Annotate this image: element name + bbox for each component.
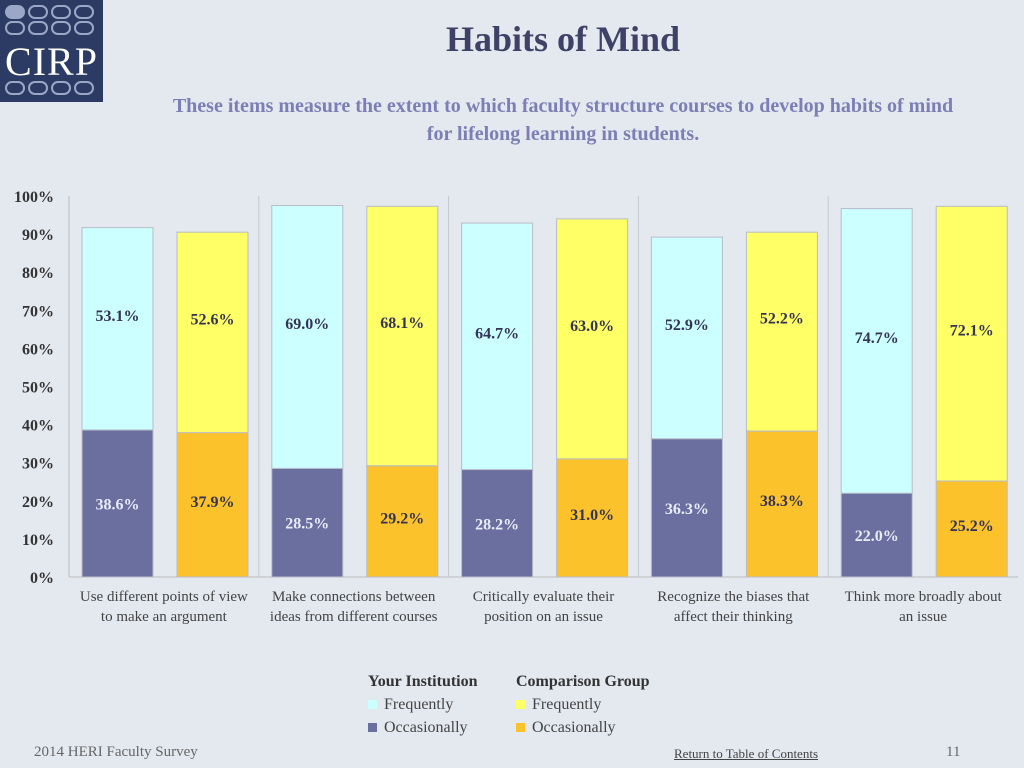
data-label-institution-frequently: 64.7% <box>475 325 519 342</box>
data-label-comparison-occasionally: 38.3% <box>760 493 804 510</box>
swatch-inst-occasionally <box>368 723 377 732</box>
data-label-institution-occasionally: 28.2% <box>475 516 519 533</box>
subtitle-line-2: for lifelong learning in students. <box>426 123 700 145</box>
y-tick-label: 30% <box>22 456 54 473</box>
data-label-comparison-frequently: 52.2% <box>760 311 804 328</box>
legend-label: Frequently <box>384 696 454 713</box>
return-to-toc-link[interactable]: Return to Table of Contents <box>674 746 818 761</box>
page-subtitle: These items measure the extent to which … <box>110 92 1016 148</box>
data-label-institution-occasionally: 36.3% <box>665 501 709 518</box>
data-label-comparison-occasionally: 37.9% <box>191 494 235 511</box>
y-tick-label: 40% <box>22 418 54 435</box>
legend-comparison-group: Comparison Group Frequently Occasionally <box>516 670 650 739</box>
bar-institution-occasionally <box>271 467 344 578</box>
bar-comparison-frequently <box>176 231 249 434</box>
data-label-comparison-frequently: 52.6% <box>191 311 235 328</box>
category-label: Think more broadly about <box>845 589 1003 605</box>
bar-institution-frequently <box>840 208 913 494</box>
legend-title-institution: Your Institution <box>368 673 478 690</box>
page-number: 11 <box>946 744 961 760</box>
stacked-bar-chart: 0% 10% 20% 30% 40% 50% 60% 70% 80% 90% 100% 38.6% 53… <box>14 189 1018 625</box>
y-tick-label: 70% <box>22 303 54 320</box>
y-tick-label: 60% <box>22 341 54 358</box>
data-label-institution-frequently: 69.0% <box>285 316 329 333</box>
category-label: affect their thinking <box>674 609 793 625</box>
bar-comparison-frequently <box>366 205 439 467</box>
swatch-comp-frequently <box>516 700 525 709</box>
bar-comparison-occasionally <box>366 465 439 578</box>
y-tick-label: 100% <box>14 189 54 206</box>
category-label: Critically evaluate their <box>473 589 615 605</box>
bar-institution-occasionally <box>840 492 913 578</box>
data-label-comparison-occasionally: 31.0% <box>570 507 614 524</box>
bar-comparison-frequently <box>745 231 818 432</box>
page-title: Habits of Mind <box>445 19 681 59</box>
logo-pattern <box>5 5 94 95</box>
legend-label: Occasionally <box>532 719 616 736</box>
y-tick-label: 10% <box>22 532 54 549</box>
legend-label: Occasionally <box>384 719 468 736</box>
legend-your-institution: Your Institution Frequently Occasionally <box>368 670 478 739</box>
swatch-comp-occasionally <box>516 723 525 732</box>
bar-institution-frequently <box>461 222 534 471</box>
bar-institution-frequently <box>271 205 344 469</box>
bar-comparison-occasionally <box>935 480 1008 578</box>
bar-comparison-occasionally <box>745 430 818 578</box>
y-tick-label: 80% <box>22 265 54 282</box>
bar-comparison-frequently <box>556 218 629 460</box>
legend-item-comp-frequently: Frequently <box>516 693 650 716</box>
category-label: Make connections between <box>272 589 436 605</box>
cirp-logo: CIRP <box>0 0 103 102</box>
data-label-institution-frequently: 74.7% <box>855 330 899 347</box>
bar-institution-occasionally <box>650 438 723 578</box>
data-label-comparison-occasionally: 25.2% <box>950 518 994 535</box>
y-tick-label: 0% <box>30 570 54 587</box>
swatch-inst-frequently <box>368 700 377 709</box>
legend-item-comp-occasionally: Occasionally <box>516 716 650 739</box>
bar-comparison-occasionally <box>176 432 249 578</box>
data-label-institution-occasionally: 28.5% <box>285 516 329 533</box>
data-label-comparison-frequently: 68.1% <box>380 315 424 332</box>
subtitle-line-1: These items measure the extent to which … <box>172 95 954 117</box>
bar-comparison-frequently <box>935 205 1008 482</box>
bar-institution-frequently <box>650 236 723 440</box>
legend-title-comparison: Comparison Group <box>516 673 650 690</box>
data-label-comparison-occasionally: 29.2% <box>380 510 424 527</box>
category-label: Recognize the biases that <box>657 589 810 605</box>
logo-text: CIRP <box>5 39 98 84</box>
y-tick-label: 50% <box>22 380 54 397</box>
bar-comparison-occasionally <box>556 458 629 578</box>
legend-label: Frequently <box>532 696 602 713</box>
bar-institution-frequently <box>81 227 154 431</box>
data-label-institution-frequently: 52.9% <box>665 317 709 334</box>
data-label-comparison-frequently: 63.0% <box>570 318 614 335</box>
data-label-institution-frequently: 53.1% <box>96 308 140 325</box>
category-label: ideas from different courses <box>270 609 438 625</box>
y-tick-label: 20% <box>22 494 54 511</box>
category-label: to make an argument <box>101 609 228 625</box>
legend-item-inst-occasionally: Occasionally <box>368 716 478 739</box>
legend-item-inst-frequently: Frequently <box>368 693 478 716</box>
data-label-institution-occasionally: 22.0% <box>855 528 899 545</box>
footer-survey-name: 2014 HERI Faculty Survey <box>34 744 198 760</box>
bar-institution-occasionally <box>81 429 154 578</box>
data-label-institution-occasionally: 38.6% <box>96 496 140 513</box>
y-tick-label: 90% <box>22 227 54 244</box>
category-label: an issue <box>899 609 947 625</box>
category-label: Use different points of view <box>80 589 248 605</box>
category-label: position on an issue <box>484 609 603 625</box>
data-label-comparison-frequently: 72.1% <box>950 323 994 340</box>
